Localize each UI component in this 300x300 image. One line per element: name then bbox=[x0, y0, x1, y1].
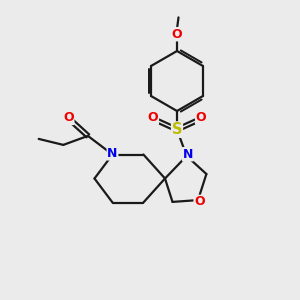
Text: O: O bbox=[196, 111, 206, 124]
Text: N: N bbox=[183, 148, 193, 161]
Text: S: S bbox=[172, 122, 182, 137]
Text: N: N bbox=[107, 147, 118, 160]
Text: O: O bbox=[172, 28, 182, 41]
Text: O: O bbox=[194, 195, 205, 208]
Text: O: O bbox=[148, 111, 158, 124]
Text: O: O bbox=[63, 111, 74, 124]
